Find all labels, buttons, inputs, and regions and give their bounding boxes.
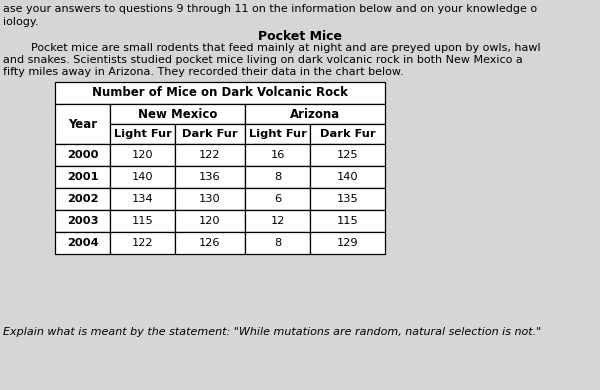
Text: 115: 115 bbox=[131, 216, 154, 226]
Bar bbox=[55, 166, 110, 188]
Text: Dark Fur: Dark Fur bbox=[320, 129, 376, 139]
Text: Light Fur: Light Fur bbox=[248, 129, 307, 139]
Bar bbox=[55, 232, 110, 254]
Text: iology.: iology. bbox=[3, 17, 38, 27]
Bar bbox=[55, 144, 110, 166]
Bar bbox=[245, 166, 310, 188]
Bar bbox=[175, 210, 245, 232]
Bar bbox=[175, 188, 245, 210]
Bar bbox=[175, 232, 245, 254]
Text: 122: 122 bbox=[132, 238, 153, 248]
Bar bbox=[245, 124, 310, 144]
Text: 6: 6 bbox=[274, 194, 281, 204]
Text: fifty miles away in Arizona. They recorded their data in the chart below.: fifty miles away in Arizona. They record… bbox=[3, 67, 404, 77]
Text: and snakes. Scientists studied pocket mice living on dark volcanic rock in both : and snakes. Scientists studied pocket mi… bbox=[3, 55, 523, 65]
Bar bbox=[110, 104, 245, 124]
Bar bbox=[245, 104, 385, 124]
Bar bbox=[310, 166, 385, 188]
Text: Explain what is meant by the statement: "While mutations are random, natural sel: Explain what is meant by the statement: … bbox=[3, 327, 541, 337]
Text: 115: 115 bbox=[337, 216, 358, 226]
Text: 136: 136 bbox=[199, 172, 221, 182]
Text: Year: Year bbox=[68, 117, 97, 131]
Bar bbox=[55, 104, 110, 144]
Bar bbox=[110, 166, 175, 188]
Bar bbox=[110, 124, 175, 144]
Bar bbox=[55, 210, 110, 232]
Text: 134: 134 bbox=[131, 194, 154, 204]
Bar bbox=[110, 188, 175, 210]
Text: Pocket mice are small rodents that feed mainly at night and are preyed upon by o: Pocket mice are small rodents that feed … bbox=[3, 43, 541, 53]
Bar bbox=[310, 144, 385, 166]
Text: 16: 16 bbox=[271, 150, 284, 160]
Text: 125: 125 bbox=[337, 150, 358, 160]
Text: Arizona: Arizona bbox=[290, 108, 340, 121]
Bar bbox=[55, 188, 110, 210]
Bar bbox=[310, 188, 385, 210]
Text: 120: 120 bbox=[199, 216, 221, 226]
Text: 8: 8 bbox=[274, 238, 281, 248]
Bar bbox=[310, 232, 385, 254]
Text: 2001: 2001 bbox=[67, 172, 98, 182]
Text: 140: 140 bbox=[131, 172, 154, 182]
Bar bbox=[245, 188, 310, 210]
Text: 130: 130 bbox=[199, 194, 221, 204]
Bar bbox=[55, 82, 385, 104]
Text: 2004: 2004 bbox=[67, 238, 98, 248]
Text: New Mexico: New Mexico bbox=[138, 108, 217, 121]
Bar bbox=[110, 144, 175, 166]
Text: Dark Fur: Dark Fur bbox=[182, 129, 238, 139]
Bar bbox=[110, 210, 175, 232]
Bar bbox=[245, 144, 310, 166]
Text: 2000: 2000 bbox=[67, 150, 98, 160]
Bar bbox=[110, 232, 175, 254]
Text: Light Fur: Light Fur bbox=[113, 129, 172, 139]
Bar bbox=[175, 124, 245, 144]
Bar bbox=[310, 124, 385, 144]
Text: 2002: 2002 bbox=[67, 194, 98, 204]
Bar bbox=[245, 232, 310, 254]
Text: 126: 126 bbox=[199, 238, 221, 248]
Text: Number of Mice on Dark Volcanic Rock: Number of Mice on Dark Volcanic Rock bbox=[92, 87, 348, 99]
Bar bbox=[245, 210, 310, 232]
Text: 12: 12 bbox=[271, 216, 284, 226]
Text: 8: 8 bbox=[274, 172, 281, 182]
Text: 2003: 2003 bbox=[67, 216, 98, 226]
Text: 135: 135 bbox=[337, 194, 358, 204]
Bar bbox=[310, 210, 385, 232]
Text: 129: 129 bbox=[337, 238, 358, 248]
Bar bbox=[175, 144, 245, 166]
Bar bbox=[175, 166, 245, 188]
Text: Pocket Mice: Pocket Mice bbox=[258, 30, 342, 43]
Text: 120: 120 bbox=[131, 150, 154, 160]
Text: ase your answers to questions 9 through 11 on the information below and on your : ase your answers to questions 9 through … bbox=[3, 4, 537, 14]
Text: 140: 140 bbox=[337, 172, 358, 182]
Text: 122: 122 bbox=[199, 150, 221, 160]
